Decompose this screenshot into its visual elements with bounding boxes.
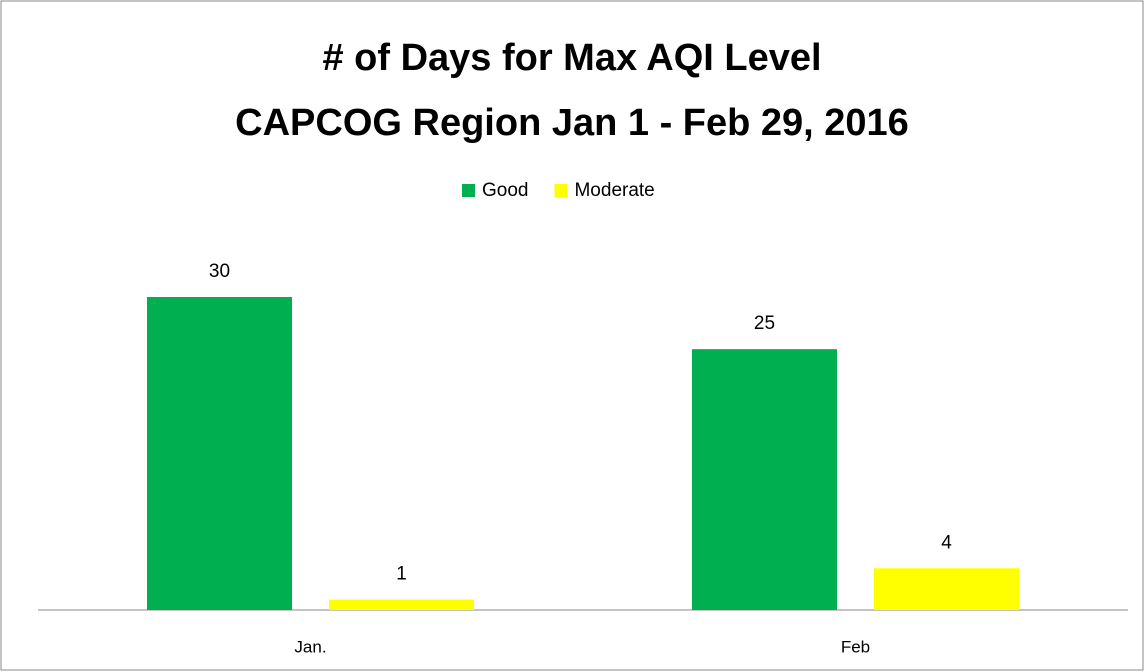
- chart-title: CAPCOG Region Jan 1 - Feb 29, 2016: [235, 102, 909, 144]
- chart-title: # of Days for Max AQI Level: [322, 37, 821, 79]
- legend-label: Good: [482, 180, 528, 201]
- data-label: 25: [754, 313, 775, 334]
- bar: [692, 349, 837, 610]
- bar: [329, 599, 474, 610]
- legend-swatch: [554, 184, 568, 197]
- x-tick-label: Jan.: [294, 637, 326, 656]
- data-label: 1: [396, 564, 407, 585]
- legend-swatch: [462, 184, 475, 197]
- x-tick-label: Feb: [841, 637, 870, 656]
- data-label: 30: [209, 261, 230, 282]
- data-label: 4: [941, 532, 952, 553]
- bar: [874, 568, 1019, 610]
- bar: [147, 297, 292, 610]
- legend-label: Moderate: [574, 180, 654, 201]
